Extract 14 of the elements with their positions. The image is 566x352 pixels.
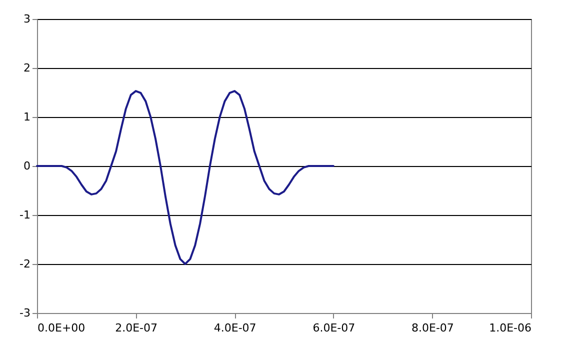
x-tick-label: 8.0E-07 <box>411 322 454 334</box>
y-tick-label: 2 <box>24 62 30 74</box>
x-tick-label: 0.0E+00 <box>38 322 86 334</box>
line-series <box>36 90 334 265</box>
y-tick-label: -1 <box>20 208 30 222</box>
y-tick-label: 3 <box>24 12 30 26</box>
x-tick-label: 1.0E-06 <box>489 322 532 334</box>
y-tick-label: -3 <box>20 306 30 320</box>
x-tick-label: 2.0E-07 <box>115 322 158 334</box>
x-tick-label: 6.0E-07 <box>312 322 356 334</box>
y-tick-label: 1 <box>24 110 30 124</box>
y-tick-label: -2 <box>20 258 30 270</box>
x-tick-label: 4.0E-07 <box>214 322 256 334</box>
y-tick-label: 0 <box>24 160 30 172</box>
